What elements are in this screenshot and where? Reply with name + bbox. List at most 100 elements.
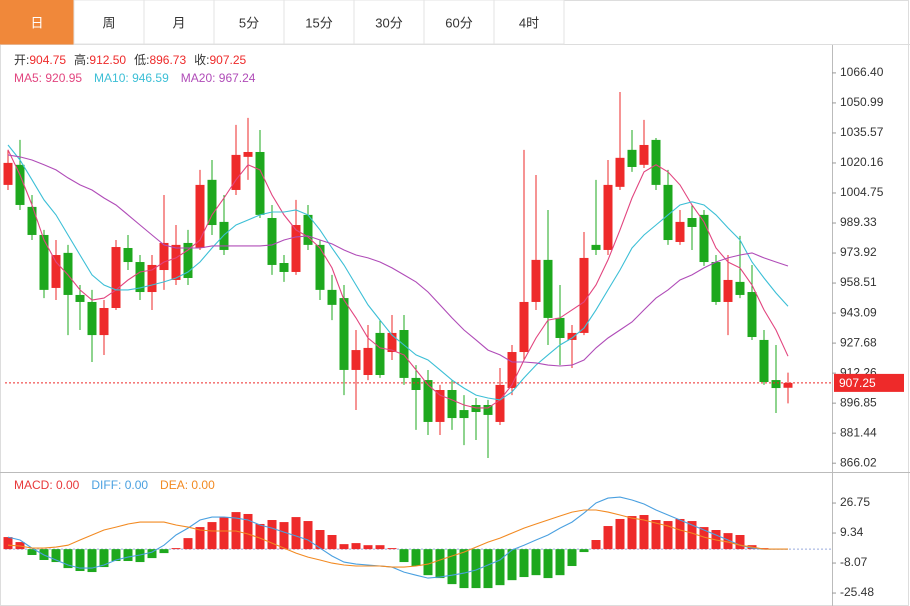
legend-item: DIFF: 0.00 (91, 478, 148, 492)
info-label: 高: (74, 52, 89, 67)
y-tick-label: 1004.75 (840, 185, 884, 199)
macd-panel: 26.75 9.34 -8.07 -25.48 MACD: 0.00 DIFF: 0.00… (3, 478, 874, 599)
candle-body (423, 380, 433, 422)
candle-body (639, 144, 649, 165)
tab-label[interactable]: 月 (172, 15, 185, 30)
y-tick-label: 896.85 (840, 395, 877, 409)
macd-bar (663, 521, 673, 550)
macd-legend: MACD: 0.00 DIFF: 0.00 DEA: 0.00 (14, 478, 215, 492)
legend-item: MACD: 0.00 (14, 478, 80, 492)
macd-bar (591, 540, 601, 550)
macd-bar (579, 549, 589, 553)
candle-body (27, 206, 37, 235)
candle-body (627, 149, 637, 167)
tab-label[interactable]: 周 (102, 15, 115, 30)
candle-body (399, 330, 409, 378)
candle-body (123, 248, 133, 263)
y-tick-label: 26.75 (840, 495, 870, 509)
macd-bar (27, 549, 37, 555)
macd-bar (75, 549, 85, 572)
tab-bar: 日 周 月 5分 15分 30分 60分 4时 (0, 0, 565, 45)
macd-bar (87, 549, 97, 573)
macd-bar (279, 522, 289, 550)
candle-body (483, 404, 493, 415)
candle-body (219, 221, 229, 250)
candle-body (579, 257, 589, 333)
candle-body (567, 332, 577, 340)
candle-body (171, 244, 181, 280)
y-tick-label: 881.44 (840, 425, 877, 439)
y-tick-label: 973.92 (840, 245, 877, 259)
candle-body (315, 244, 325, 290)
candle-body (711, 262, 721, 302)
macd-bar (123, 549, 133, 562)
macd-bar (183, 538, 193, 550)
candle-body (243, 151, 253, 157)
candle-body (51, 255, 61, 288)
y-tick-label: 1066.40 (840, 65, 884, 79)
macd-bar (327, 535, 337, 550)
tab-label[interactable]: 30分 (375, 15, 402, 30)
candle-body (75, 294, 85, 302)
candle-body (303, 214, 313, 245)
macd-bar (387, 548, 397, 550)
macd-bar (411, 549, 421, 567)
candle-body (591, 244, 601, 250)
macd-bar (315, 530, 325, 550)
macd-bar (291, 517, 301, 550)
candle-body (735, 281, 745, 295)
last-price-label: 907.25 (839, 376, 876, 390)
macd-bar (99, 549, 109, 568)
tab-label[interactable]: 60分 (445, 15, 472, 30)
tab-label[interactable]: 4时 (519, 15, 539, 30)
info-value: 904.75 (29, 53, 66, 67)
macd-bar (567, 549, 577, 567)
candle-body (387, 332, 397, 353)
macd-bar (219, 517, 229, 550)
macd-bar (471, 549, 481, 589)
macd-bar (159, 549, 169, 554)
candle-body (183, 242, 193, 279)
macd-bar (375, 545, 385, 550)
candle-body (471, 404, 481, 413)
candle-body (519, 301, 529, 353)
macd-bar (171, 548, 181, 550)
candle-body (507, 352, 517, 389)
candle-body (435, 389, 445, 422)
candle-body (279, 263, 289, 272)
info-label: 低: (134, 53, 149, 67)
macd-bar (675, 518, 685, 550)
candle-body (699, 214, 709, 263)
tab[interactable] (0, 0, 75, 45)
macd-bar (147, 549, 157, 559)
tab-label[interactable]: 15分 (305, 15, 332, 30)
candle-body (3, 162, 13, 185)
tab-label[interactable]: 日 (30, 15, 43, 30)
candle-body (255, 151, 265, 215)
candle-body (615, 157, 625, 187)
candle-body (663, 184, 673, 241)
macd-bar (3, 537, 13, 550)
macd-bar (495, 549, 505, 586)
candle-body (747, 292, 757, 338)
candle-body (207, 179, 217, 226)
candle-body (687, 218, 697, 227)
tab-label[interactable]: 5分 (239, 15, 259, 30)
macd-bar (351, 543, 361, 550)
candle-body (291, 225, 301, 272)
ma-line (7, 154, 789, 367)
tab[interactable] (493, 0, 565, 45)
macd-bar (243, 513, 253, 550)
macd-bar (507, 549, 517, 581)
candle-body (651, 139, 661, 185)
candle-body (351, 350, 361, 370)
macd-bar (303, 521, 313, 550)
candle-body (363, 347, 373, 376)
y-tick-label: 9.34 (840, 525, 864, 539)
macd-bar (699, 527, 709, 550)
macd-bar (399, 549, 409, 563)
tab[interactable] (283, 0, 355, 45)
tab[interactable] (143, 0, 215, 45)
macd-line (7, 496, 788, 579)
